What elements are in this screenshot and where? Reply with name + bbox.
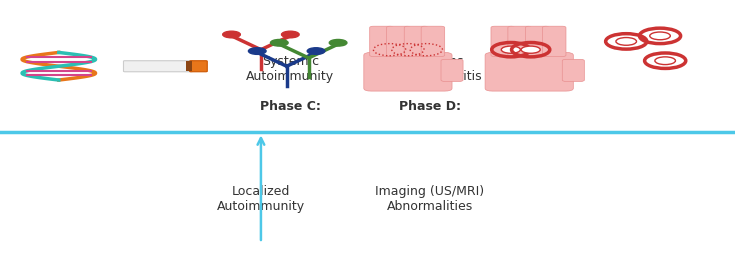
- Text: Systemic
Autoimmunity: Systemic Autoimmunity: [246, 55, 334, 83]
- FancyBboxPatch shape: [562, 59, 584, 81]
- Text: Phase C:: Phase C:: [260, 100, 320, 113]
- FancyBboxPatch shape: [387, 26, 410, 57]
- Circle shape: [307, 48, 325, 54]
- Circle shape: [329, 39, 347, 46]
- Circle shape: [248, 48, 266, 54]
- FancyBboxPatch shape: [404, 26, 428, 57]
- FancyBboxPatch shape: [491, 26, 514, 57]
- FancyBboxPatch shape: [190, 61, 207, 72]
- Circle shape: [501, 46, 520, 53]
- Text: Localized
Autoimmunity: Localized Autoimmunity: [217, 185, 305, 213]
- FancyBboxPatch shape: [441, 59, 463, 81]
- Circle shape: [282, 31, 299, 38]
- Circle shape: [270, 39, 288, 46]
- Circle shape: [223, 31, 240, 38]
- Text: Imaging (US/MRI)
Abnormalities: Imaging (US/MRI) Abnormalities: [376, 185, 484, 213]
- FancyBboxPatch shape: [123, 61, 193, 72]
- FancyBboxPatch shape: [364, 52, 452, 91]
- FancyBboxPatch shape: [421, 26, 445, 57]
- Circle shape: [650, 32, 670, 40]
- FancyBboxPatch shape: [370, 26, 393, 57]
- FancyBboxPatch shape: [485, 52, 573, 91]
- FancyBboxPatch shape: [542, 26, 566, 57]
- Text: Phase D:: Phase D:: [399, 100, 461, 113]
- FancyBboxPatch shape: [186, 61, 192, 71]
- Circle shape: [616, 38, 637, 45]
- Text: Symptoms
Without Arthritis: Symptoms Without Arthritis: [379, 55, 481, 83]
- Circle shape: [655, 57, 675, 65]
- Circle shape: [521, 46, 540, 53]
- FancyBboxPatch shape: [526, 26, 549, 57]
- FancyBboxPatch shape: [508, 26, 531, 57]
